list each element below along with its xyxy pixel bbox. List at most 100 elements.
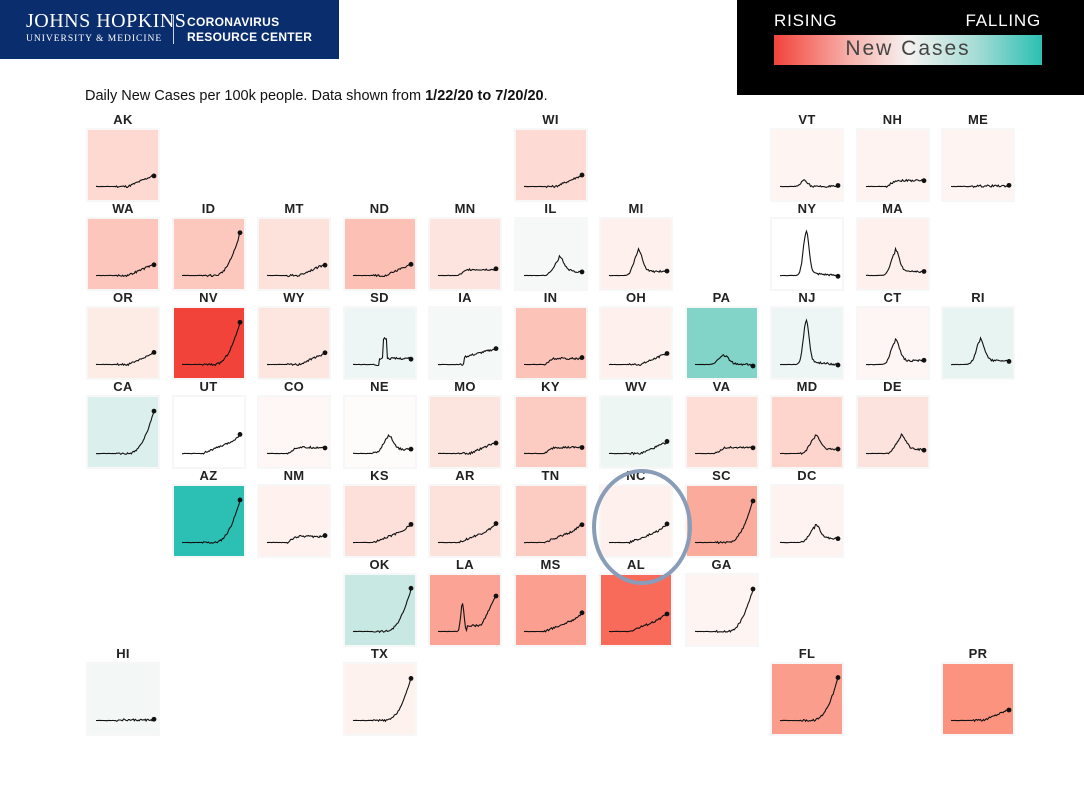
state-sparkline-box (601, 486, 671, 556)
trend-line (181, 433, 240, 455)
trend-line (779, 677, 839, 723)
state-label: AZ (199, 468, 218, 483)
state-tile-me[interactable]: ME (940, 112, 1016, 201)
state-tile-ky[interactable]: KY (513, 379, 589, 468)
legend-rising-label: RISING (774, 11, 838, 30)
state-sparkline-box (344, 486, 415, 556)
state-tile-mn[interactable]: MN (427, 201, 503, 290)
state-tile-dc[interactable]: DC (769, 468, 845, 557)
latest-point (493, 593, 499, 599)
latest-point (493, 440, 499, 446)
state-tile-la[interactable]: LA (427, 557, 503, 646)
state-tile-pr[interactable]: PR (940, 646, 1016, 735)
state-tile-ks[interactable]: KS (342, 468, 418, 557)
trend-line (352, 678, 412, 723)
state-sparkline (266, 533, 328, 544)
state-sparkline (523, 445, 584, 455)
latest-point (322, 350, 328, 356)
state-label: WV (625, 379, 647, 394)
state-tile-nh[interactable]: NH (855, 112, 931, 201)
state-sparkline (266, 445, 328, 455)
state-tile-ok[interactable]: OK (342, 557, 418, 646)
state-tile-or[interactable]: OR (85, 290, 161, 379)
subtitle-suffix: . (543, 88, 548, 104)
logo-resource-center: CORONAVIRUS RESOURCE CENTER (187, 15, 312, 45)
state-tile-wy[interactable]: WY (256, 290, 332, 379)
state-tile-wa[interactable]: WA (85, 201, 161, 290)
state-sparkline (608, 521, 670, 545)
state-tile-ut[interactable]: UT (171, 379, 247, 468)
state-tile-md[interactable]: MD (769, 379, 845, 468)
state-sparkline-box (88, 397, 158, 467)
state-sparkline (950, 336, 1012, 366)
latest-point (1006, 707, 1012, 713)
state-tile-pa[interactable]: PA (684, 290, 760, 379)
state-tile-mi[interactable]: MI (598, 201, 674, 290)
state-tile-mo[interactable]: MO (427, 379, 503, 468)
trend-line (95, 174, 154, 189)
state-sparkline-box (173, 486, 244, 556)
latest-point (579, 610, 584, 616)
state-tile-ms[interactable]: MS (513, 557, 589, 646)
state-tile-in[interactable]: IN (513, 290, 589, 379)
state-sparkline-box (772, 308, 842, 378)
state-sparkline (608, 439, 670, 456)
latest-point (835, 536, 841, 542)
state-sparkline-box (686, 575, 757, 645)
state-sparkline (951, 182, 1012, 189)
state-tile-sc[interactable]: SC (684, 468, 760, 557)
state-label: RI (971, 290, 985, 305)
state-tile-ak[interactable]: AK (85, 112, 161, 201)
state-tile-id[interactable]: ID (171, 201, 247, 290)
trend-line (523, 254, 582, 277)
state-sparkline-box (430, 308, 500, 378)
state-tile-ma[interactable]: MA (855, 201, 931, 290)
state-tile-ne[interactable]: NE (342, 379, 418, 468)
state-tile-ri[interactable]: RI (940, 290, 1016, 379)
state-label: MA (882, 201, 903, 216)
state-tile-wi[interactable]: WI (513, 112, 589, 201)
legend-gradient-bar: New Cases (774, 35, 1042, 65)
state-label: WY (283, 290, 305, 305)
state-tile-va[interactable]: VA (684, 379, 760, 468)
state-tile-ny[interactable]: NY (769, 201, 845, 290)
state-sparkline-box (88, 219, 158, 289)
state-tile-oh[interactable]: OH (598, 290, 674, 379)
state-tile-az[interactable]: AZ (171, 468, 247, 557)
state-tile-nv[interactable]: NV (171, 290, 247, 379)
state-tile-ga[interactable]: GA (684, 557, 760, 646)
state-sparkline (437, 521, 499, 544)
latest-point (408, 261, 413, 267)
state-tile-il[interactable]: IL (513, 201, 589, 290)
state-tile-co[interactable]: CO (256, 379, 332, 468)
state-tile-ct[interactable]: CT (855, 290, 931, 379)
state-tile-wv[interactable]: WV (598, 379, 674, 468)
state-label: NH (882, 112, 903, 127)
trend-line (181, 322, 241, 367)
state-tile-vt[interactable]: VT (769, 112, 845, 201)
latest-point (1006, 182, 1012, 188)
state-tile-nj[interactable]: NJ (769, 290, 845, 379)
state-tile-hi[interactable]: HI (85, 646, 161, 735)
state-sparkline (779, 318, 841, 368)
state-tile-al[interactable]: AL (598, 557, 674, 646)
state-tile-de[interactable]: DE (855, 379, 931, 468)
state-tile-sd[interactable]: SD (342, 290, 418, 379)
state-tile-nd[interactable]: ND (342, 201, 418, 290)
state-label: WA (112, 201, 134, 216)
state-tile-tn[interactable]: TN (513, 468, 589, 557)
state-sparkline-box (686, 397, 757, 467)
state-sparkline (694, 498, 755, 545)
state-tile-mt[interactable]: MT (256, 201, 332, 290)
state-label: DE (883, 379, 902, 394)
jhu-logo[interactable]: JOHNS HOPKINS UNIVERSITY & MEDICINE CORO… (0, 0, 339, 59)
state-tile-ia[interactable]: IA (427, 290, 503, 379)
state-tile-fl[interactable]: FL (769, 646, 845, 735)
state-sparkline (437, 593, 499, 633)
state-tile-ca[interactable]: CA (85, 379, 161, 468)
state-tile-ar[interactable]: AR (427, 468, 503, 557)
state-sparkline (523, 254, 584, 277)
state-tile-nm[interactable]: NM (256, 468, 332, 557)
state-tile-nc[interactable]: NC (598, 468, 674, 557)
state-tile-tx[interactable]: TX (342, 646, 418, 735)
